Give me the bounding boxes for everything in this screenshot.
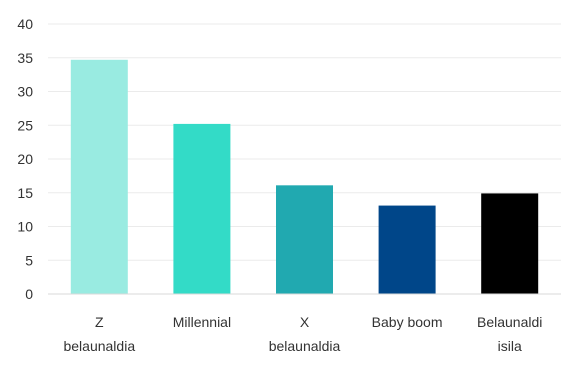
- x-tick-label: Baby boom: [372, 314, 443, 330]
- y-tick-label: 20: [17, 151, 33, 167]
- y-axis-ticks: 0 5 10 15 20 25 30 35 40: [17, 16, 33, 302]
- y-tick-label: 40: [17, 16, 33, 32]
- bars: [70, 59, 539, 295]
- x-tick-label: Millennial: [173, 314, 231, 330]
- y-tick-label: 25: [17, 117, 33, 133]
- y-tick-label: 30: [17, 84, 33, 100]
- x-tick-label: Belaunaldi isila: [477, 314, 542, 354]
- bar-2: [276, 185, 333, 294]
- bar-0: [70, 59, 128, 295]
- bar-3: [378, 205, 436, 294]
- y-tick-label: 15: [17, 185, 33, 201]
- bar-1: [173, 123, 231, 295]
- y-tick-label: 35: [17, 50, 33, 66]
- y-tick-label: 5: [25, 252, 33, 268]
- y-tick-label: 0: [25, 286, 33, 302]
- bar-4: [481, 193, 539, 294]
- y-tick-label: 10: [17, 219, 33, 235]
